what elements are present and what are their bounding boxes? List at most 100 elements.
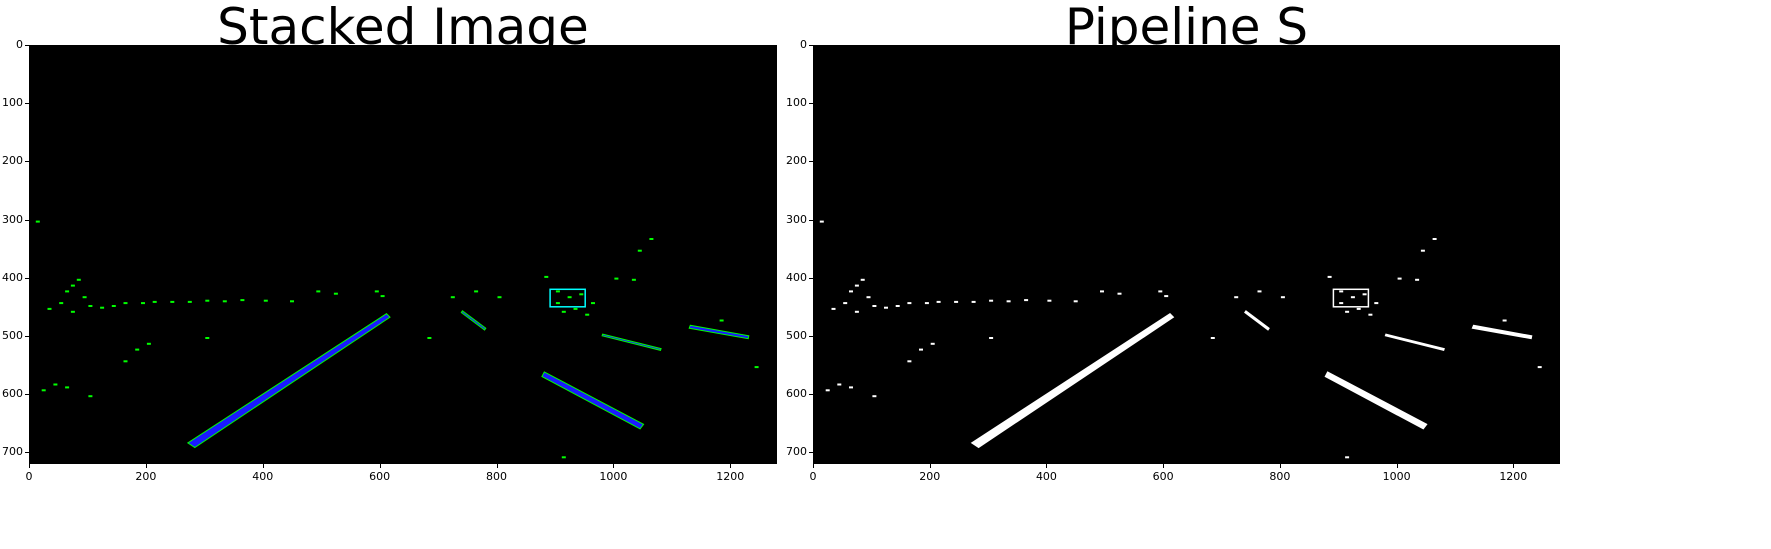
lane-marking xyxy=(1384,333,1445,351)
edge-pixel xyxy=(76,278,81,281)
edge-pixel xyxy=(1047,299,1052,302)
y-tick-label: 400 xyxy=(786,270,807,284)
edge-pixel xyxy=(316,290,321,293)
edge-pixel xyxy=(866,296,871,299)
vehicle-blob xyxy=(549,288,586,308)
edge-pixel xyxy=(849,386,853,389)
edge-pixel xyxy=(474,290,479,293)
y-tick-mark xyxy=(809,394,813,396)
edge-pixel xyxy=(123,360,128,363)
lane-marking xyxy=(601,333,662,351)
x-tick-mark xyxy=(262,464,264,468)
edge-pixel xyxy=(240,299,245,302)
edge-pixel xyxy=(719,319,724,322)
y-tick-label: 400 xyxy=(2,270,23,284)
y-tick-mark xyxy=(809,161,813,163)
edge-pixel xyxy=(1420,249,1425,252)
x-tick-label: 600 xyxy=(1152,470,1174,483)
edge-pixel xyxy=(872,305,877,307)
x-tick-label: 200 xyxy=(919,470,941,483)
y-tick-label: 200 xyxy=(786,154,807,168)
edge-pixel xyxy=(374,290,379,293)
x-tick-mark xyxy=(1163,464,1165,468)
y-tick-label: 200 xyxy=(2,154,23,168)
edge-pixel xyxy=(135,348,140,351)
edge-pixel xyxy=(1368,313,1373,316)
y-tick-label: 300 xyxy=(2,212,23,226)
edge-pixel xyxy=(573,307,578,310)
edge-pixel xyxy=(631,278,636,281)
x-tick-mark xyxy=(145,464,147,468)
edge-pixel xyxy=(989,299,994,302)
x-tick-mark xyxy=(730,464,732,468)
x-tick-label: 0 xyxy=(809,470,817,483)
y-tick-label: 500 xyxy=(786,328,807,342)
edge-pixel xyxy=(380,295,385,298)
edge-pixel xyxy=(831,307,836,310)
edge-pixel xyxy=(1374,302,1379,305)
edge-pixel xyxy=(1006,300,1011,303)
y-tick-label: 700 xyxy=(786,445,807,459)
edge-pixel xyxy=(860,278,865,281)
y-tick-label: 700 xyxy=(2,445,23,459)
y-tick-mark xyxy=(25,103,29,105)
lane-marking xyxy=(460,310,487,331)
y-tick-mark xyxy=(25,277,29,279)
lane-marking xyxy=(186,313,391,449)
y-tick-mark xyxy=(25,452,29,454)
edge-pixel xyxy=(843,302,848,305)
x-tick-mark xyxy=(1513,464,1515,468)
edge-pixel xyxy=(1158,290,1163,293)
y-tick-mark xyxy=(809,103,813,105)
edge-pixel xyxy=(222,300,227,303)
edge-pixel xyxy=(854,310,859,313)
y-tick-label: 600 xyxy=(786,387,807,401)
edge-pixel xyxy=(819,220,824,223)
x-tick-mark xyxy=(379,464,381,468)
edge-pixel xyxy=(450,296,455,299)
edge-pixel xyxy=(585,313,590,316)
edge-pixel xyxy=(65,386,70,389)
y-tick-mark xyxy=(25,45,29,46)
edge-pixel xyxy=(170,300,175,303)
edge-pixel xyxy=(205,299,210,302)
lane-marking xyxy=(541,371,645,430)
image-content xyxy=(814,46,1559,463)
edge-pixel xyxy=(989,337,994,339)
x-tick-label: 1200 xyxy=(1499,470,1528,483)
x-tick-label: 1200 xyxy=(716,470,745,483)
edge-pixel xyxy=(88,305,93,307)
y-tick-mark xyxy=(25,394,29,396)
edge-pixel xyxy=(954,300,959,303)
x-tick-label: 400 xyxy=(252,470,274,483)
edge-pixel xyxy=(895,305,900,307)
edge-pixel xyxy=(1117,292,1122,295)
edge-pixel xyxy=(1345,456,1350,459)
y-tick-mark xyxy=(809,335,813,337)
x-tick-label: 600 xyxy=(369,470,391,483)
y-tick-mark xyxy=(25,335,29,337)
edge-pixel xyxy=(1280,296,1285,299)
edge-pixel xyxy=(754,366,759,369)
y-tick-label: 500 xyxy=(2,328,23,342)
edge-pixel xyxy=(205,337,210,339)
pipeline-s-title: Pipeline S xyxy=(1064,0,1309,56)
edge-pixel xyxy=(1100,290,1104,293)
edge-pixel xyxy=(47,307,52,310)
x-tick-mark xyxy=(929,464,931,468)
y-tick-mark xyxy=(809,219,813,221)
lane-marking xyxy=(1471,324,1533,340)
x-tick-label: 0 xyxy=(25,470,33,483)
edge-pixel xyxy=(561,310,566,313)
edge-pixel xyxy=(41,389,46,392)
stacked-image-canvas xyxy=(29,45,777,464)
edge-pixel xyxy=(141,302,145,305)
edge-pixel xyxy=(1234,296,1239,299)
y-tick-label: 300 xyxy=(786,212,807,226)
y-tick-mark xyxy=(25,219,29,221)
x-tick-mark xyxy=(1396,464,1398,468)
y-tick-mark xyxy=(809,277,813,279)
y-tick-mark xyxy=(809,45,813,46)
vehicle-blob xyxy=(1332,288,1370,308)
edge-pixel xyxy=(88,395,93,398)
